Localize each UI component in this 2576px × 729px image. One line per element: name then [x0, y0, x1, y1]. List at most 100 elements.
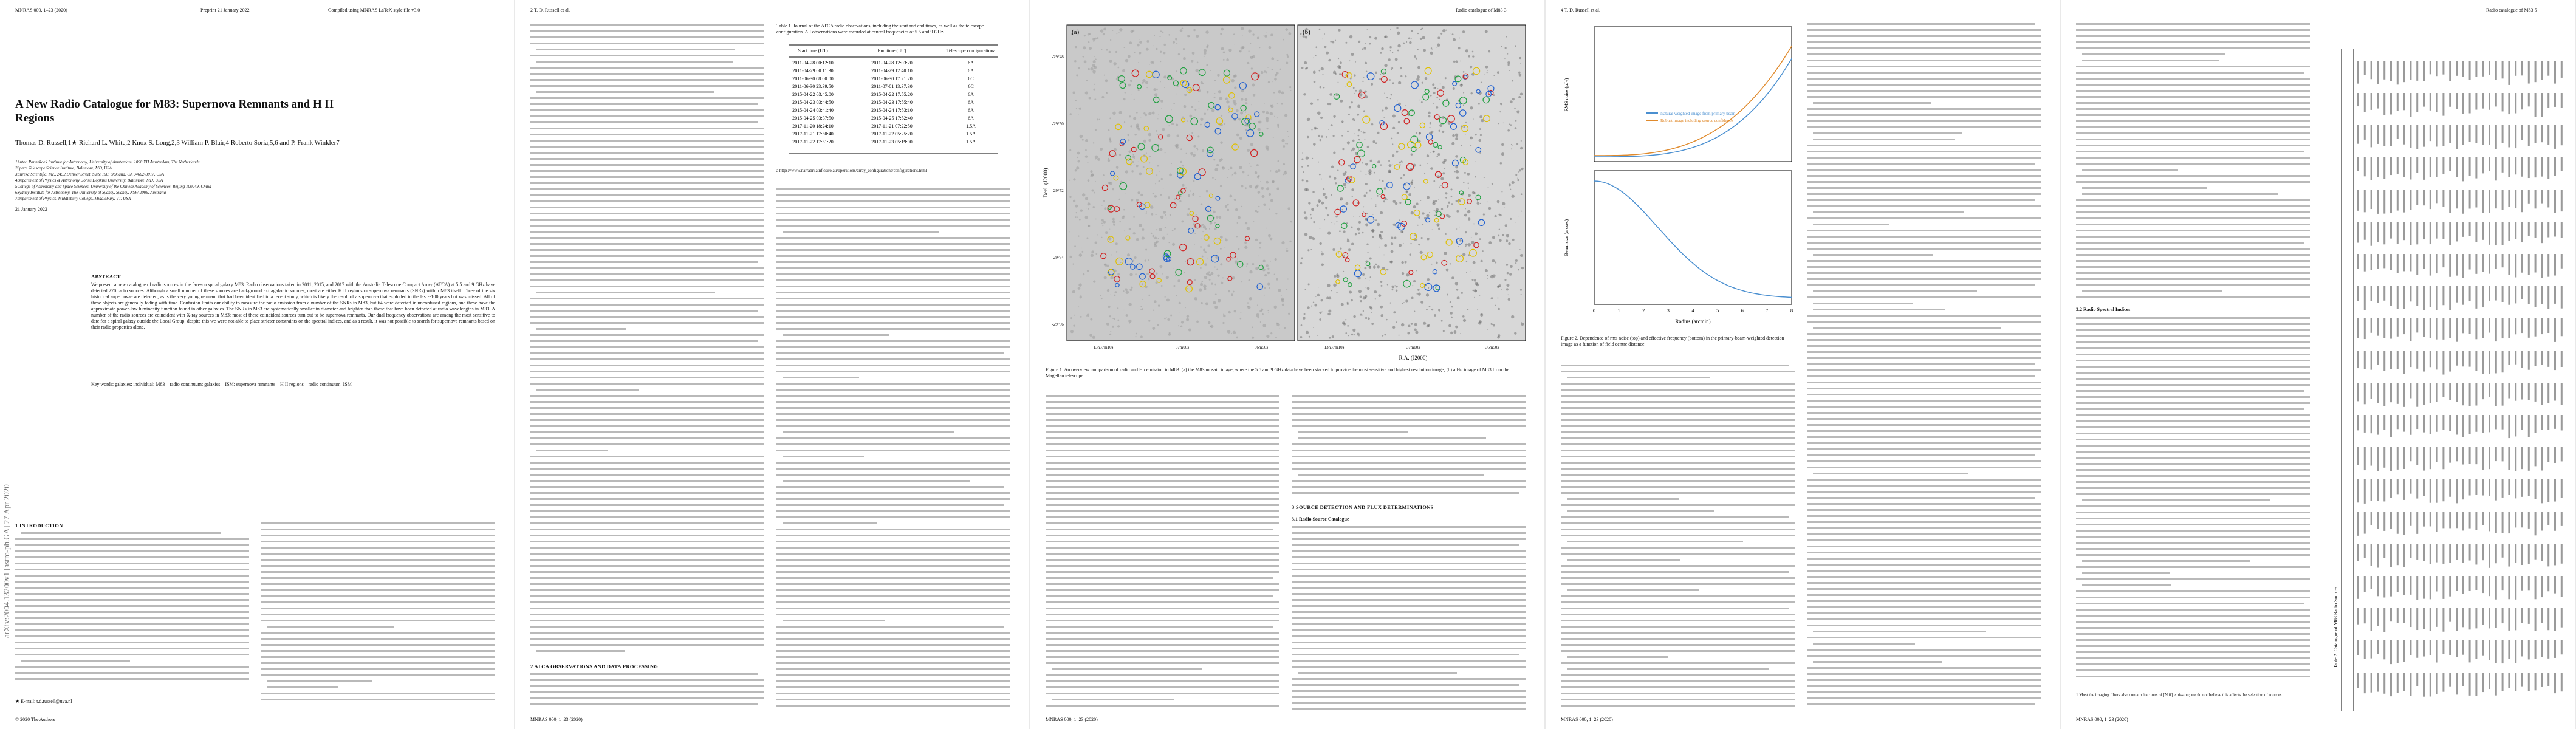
text-line	[261, 662, 495, 664]
text-line	[776, 662, 1010, 664]
text-line	[776, 638, 1010, 640]
image-texture	[1514, 127, 1517, 129]
text-line	[2076, 463, 2310, 465]
image-texture	[1426, 162, 1428, 164]
text-block	[1561, 364, 1795, 711]
text-line	[776, 225, 1010, 227]
table-cell: 2015-04-25 03:37:50	[792, 115, 834, 121]
table-cell	[2442, 351, 2445, 375]
image-texture	[1129, 41, 1132, 44]
image-texture	[1517, 179, 1519, 182]
image-texture	[1319, 318, 1322, 321]
table-cell	[2482, 286, 2484, 308]
table-cell	[2383, 222, 2386, 245]
table-cell	[2475, 415, 2478, 432]
table-cell	[2403, 447, 2405, 470]
text-line	[1807, 126, 2041, 128]
text-line	[530, 279, 764, 281]
text-line	[2076, 35, 2310, 37]
text-line	[2076, 317, 2310, 319]
image-texture	[1471, 279, 1474, 281]
text-line	[776, 516, 1010, 518]
text-line	[1807, 181, 2041, 183]
image-texture	[1363, 211, 1364, 213]
image-texture	[1518, 269, 1519, 271]
y-tick-label: -29°52'	[1052, 188, 1064, 193]
table-cell	[2560, 61, 2563, 78]
image-texture	[1281, 241, 1285, 245]
source-marker	[1386, 182, 1393, 188]
image-texture	[1276, 60, 1279, 61]
image-texture	[1078, 253, 1083, 257]
image-texture	[1484, 30, 1488, 33]
image-texture	[1378, 294, 1382, 297]
table-cell	[2515, 93, 2517, 114]
image-texture	[1372, 265, 1376, 269]
text-line	[776, 547, 1010, 549]
text-line	[776, 498, 1010, 500]
image-texture	[1383, 117, 1385, 118]
image-texture	[1324, 196, 1328, 199]
image-texture	[1345, 319, 1347, 321]
table-cell	[2442, 157, 2445, 174]
source-marker	[1213, 237, 1221, 245]
image-texture	[1377, 265, 1380, 269]
image-texture	[1519, 249, 1521, 250]
image-texture	[1208, 278, 1211, 281]
table-cell	[2468, 190, 2471, 209]
image-texture	[1428, 115, 1431, 118]
text-line	[1046, 407, 1279, 409]
image-texture	[1348, 335, 1349, 337]
source-marker	[1482, 96, 1490, 104]
image-texture	[1415, 330, 1419, 334]
table-cell	[2462, 222, 2464, 237]
table-cell	[2541, 608, 2543, 623]
text-line	[1807, 430, 2041, 432]
image-texture	[1464, 171, 1466, 174]
table-cell	[2390, 512, 2392, 530]
image-texture	[1238, 248, 1240, 250]
image-texture	[1519, 169, 1521, 172]
image-texture	[1227, 208, 1230, 211]
text-line	[2076, 323, 2310, 325]
text-line	[2076, 47, 2310, 49]
text-line	[1561, 413, 1795, 415]
image-texture	[1451, 203, 1453, 205]
table-cell	[2410, 157, 2412, 180]
table-cell	[2515, 544, 2517, 564]
image-texture	[1399, 202, 1402, 204]
table-cell	[2508, 93, 2510, 115]
image-texture	[1236, 236, 1238, 238]
text-line	[530, 140, 764, 142]
text-line	[776, 328, 1010, 330]
image-texture	[1390, 29, 1391, 30]
table-cell	[2547, 447, 2550, 462]
text-line	[1561, 674, 1795, 676]
image-texture	[1070, 33, 1073, 35]
section-heading: 3 SOURCE DETECTION AND FLUX DETERMINATIO…	[1292, 504, 1434, 510]
image-texture	[1422, 224, 1424, 225]
image-texture	[1316, 204, 1319, 207]
text-line	[1807, 193, 2041, 195]
image-texture	[1257, 317, 1259, 319]
image-texture	[1157, 304, 1160, 307]
image-texture	[1465, 49, 1468, 53]
image-texture	[1501, 289, 1502, 290]
image-texture	[1380, 164, 1382, 166]
image-texture	[1348, 248, 1351, 252]
image-texture	[1281, 297, 1284, 301]
image-texture	[1117, 307, 1119, 309]
image-texture	[1388, 160, 1390, 162]
image-texture	[1150, 232, 1153, 234]
table-cell	[2482, 608, 2484, 625]
image-texture	[1259, 47, 1261, 49]
text-line	[530, 589, 764, 591]
source-marker	[1167, 75, 1173, 81]
table-cell	[2390, 544, 2392, 567]
image-texture	[1391, 285, 1395, 289]
image-texture	[1240, 111, 1244, 115]
source-marker	[1173, 80, 1179, 86]
table-cell	[2534, 415, 2537, 433]
image-texture	[1232, 330, 1236, 335]
text-line	[2082, 572, 2171, 574]
